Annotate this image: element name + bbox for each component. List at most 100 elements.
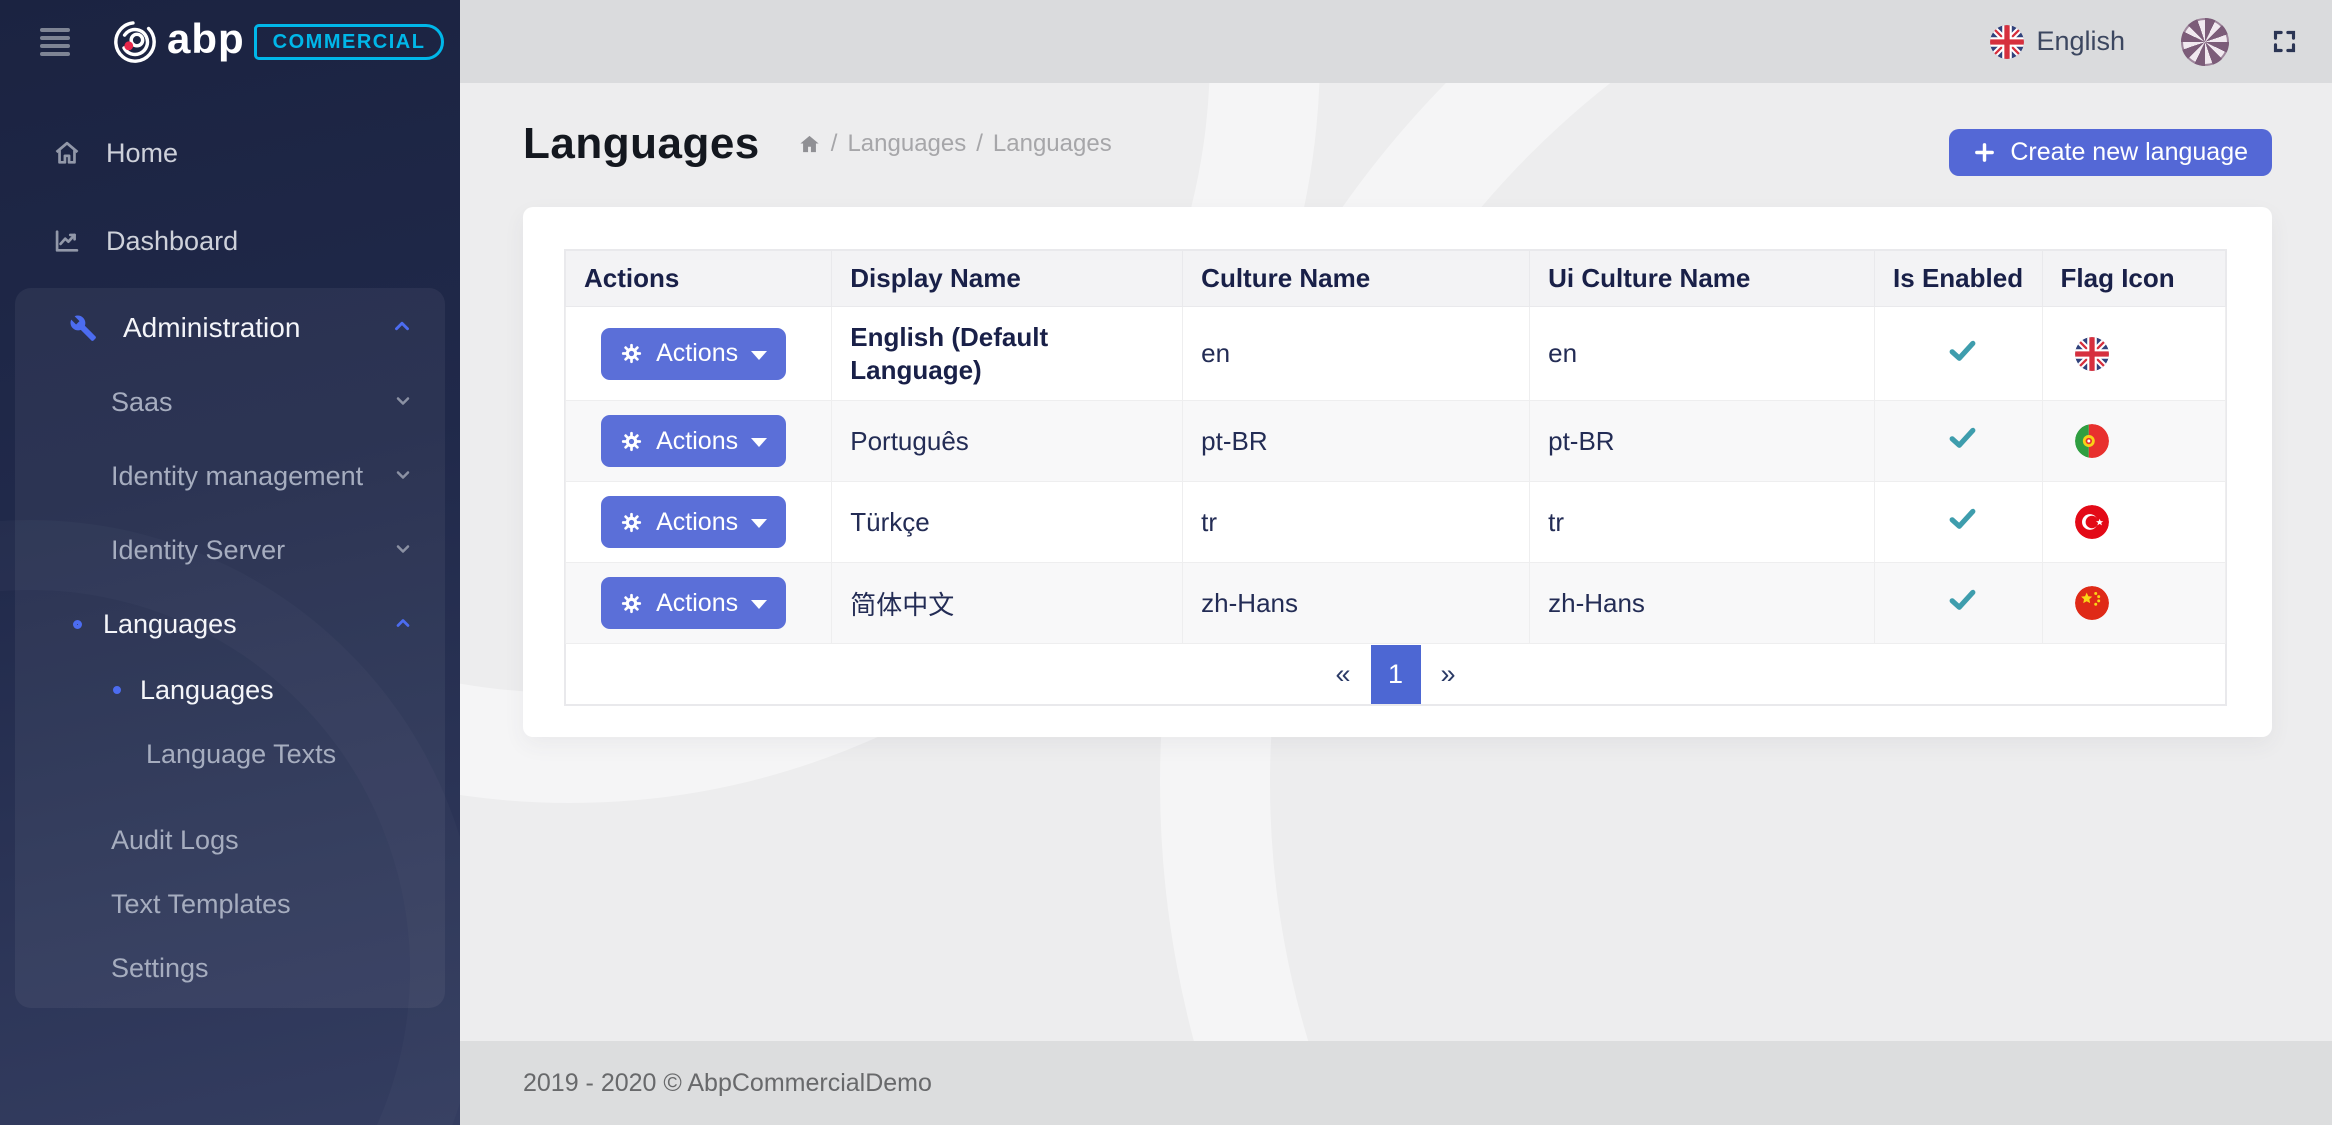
flag-turkey-icon [2074,505,2109,539]
sidebar-item-audit-logs[interactable]: Audit Logs [15,808,445,872]
table-row: Actions 简体中文 zh-Hans zh-Hans [564,562,2227,644]
sidebar-item-languages[interactable]: Languages [15,660,445,720]
actions-button[interactable]: Actions [601,577,787,629]
sidebar-item-identity-server[interactable]: Identity Server [15,518,445,582]
culture-name: tr [1182,481,1531,563]
caret-down-icon [751,350,768,360]
breadcrumb-languages[interactable]: Languages [847,130,967,157]
sidebar-item-label: Identity management [111,460,364,491]
breadcrumb-separator: / [976,130,983,157]
col-header-actions: Actions [564,250,833,307]
sidebar-item-languages-group[interactable]: Languages [15,592,445,656]
culture-name: en [1182,306,1531,401]
gear-icon [620,592,643,615]
brand-badge: COMMERCIAL [253,24,445,60]
create-button-label: Create new language [2010,138,2248,166]
footer: 2019 - 2020 © AbpCommercialDemo [460,1041,2332,1125]
culture-name: pt-BR [1182,400,1531,482]
ui-culture-name: zh-Hans [1529,562,1876,644]
sidebar-item-label: Dashboard [106,225,239,256]
display-name: Português [831,400,1184,482]
copyright-text: 2019 - 2020 © AbpCommercialDemo [523,1068,932,1097]
bullet-icon [113,686,121,694]
gear-icon [620,342,643,365]
table-row: Actions Português pt-BR pt-BR [564,400,2227,482]
actions-button-label: Actions [656,339,739,367]
home-breadcrumb-icon[interactable] [798,133,821,156]
plus-icon [1973,141,1996,164]
ui-culture-name: tr [1529,481,1876,563]
col-header-is-enabled: Is Enabled [1874,250,2043,307]
languages-table: Actions Display Name Culture Name Ui Cul… [564,249,2227,706]
hamburger-menu-icon[interactable] [40,28,70,56]
abp-logo-icon [112,19,158,65]
col-header-flag-icon: Flag Icon [2041,250,2227,307]
sidebar-item-label: Identity Server [111,534,286,565]
caret-down-icon [751,600,768,609]
actions-button[interactable]: Actions [601,327,787,380]
sidebar-item-label: Languages [140,674,274,705]
sidebar-item-settings[interactable]: Settings [15,936,445,1000]
breadcrumb-languages-page[interactable]: Languages [992,130,1112,157]
fullscreen-icon[interactable] [2271,28,2298,55]
sidebar-nav: Home Dashboard Administration [0,84,460,1008]
pagination: « 1 » [565,644,2226,705]
enabled-check-icon [1947,422,1978,453]
brand-logo[interactable]: abp COMMERCIAL [112,18,445,66]
sidebar: abp COMMERCIAL Home Dashboard [0,0,460,1125]
ui-culture-name: pt-BR [1529,400,1876,482]
col-header-culture-name: Culture Name [1182,250,1531,307]
sidebar-item-dashboard[interactable]: Dashboard [0,210,460,272]
topbar: English [460,0,2332,83]
chevron-down-icon [393,461,413,492]
pagination-page-1[interactable]: 1 [1370,644,1421,704]
sidebar-item-home[interactable]: Home [0,122,460,184]
enabled-check-icon [1947,503,1978,534]
sidebar-item-label: Administration [123,312,301,343]
caret-down-icon [751,519,768,528]
current-language-label: English [2036,26,2125,56]
sidebar-item-saas[interactable]: Saas [15,370,445,434]
gear-icon [620,430,643,453]
user-avatar[interactable] [2181,17,2229,66]
chevron-down-icon [393,387,413,418]
sidebar-item-label: Settings [111,952,209,983]
table-row: Actions Türkçe tr tr [564,481,2227,563]
sidebar-item-label: Text Templates [111,888,291,919]
create-new-language-button[interactable]: Create new language [1949,129,2272,176]
display-name: 简体中文 [831,562,1184,644]
page-title: Languages [523,119,760,168]
sidebar-logo-row: abp COMMERCIAL [0,0,460,84]
sidebar-item-label: Languages [103,608,237,639]
administration-panel: Administration Saas Identity management … [15,288,445,1008]
ui-culture-name: en [1529,306,1876,401]
actions-button[interactable]: Actions [601,415,787,467]
flag-china-icon [2074,586,2109,620]
sidebar-item-language-texts[interactable]: Language Texts [15,724,445,784]
wrench-icon [67,314,99,342]
pagination-prev[interactable]: « [1335,658,1351,689]
sidebar-item-administration[interactable]: Administration [15,296,445,360]
chevron-up-icon [391,312,413,344]
display-name: Türkçe [831,481,1184,563]
chevron-down-icon [393,535,413,566]
home-icon [52,139,82,167]
display-name: English (Default Language) [850,322,1049,385]
dashboard-icon [52,227,82,255]
language-switcher[interactable]: English [1990,24,2125,59]
main-content: Languages / Languages / Languages Create… [460,83,2332,1041]
sidebar-item-identity-management[interactable]: Identity management [15,444,445,508]
table-row: Actions English (Default Language) en en [564,306,2227,401]
breadcrumb-separator: / [830,130,838,157]
page-header: Languages / Languages / Languages Create… [523,119,2272,176]
languages-card: Actions Display Name Culture Name Ui Cul… [523,207,2272,737]
caret-down-icon [751,438,768,447]
actions-button[interactable]: Actions [601,496,787,548]
enabled-check-icon [1947,335,1978,366]
gear-icon [620,511,643,534]
pagination-next[interactable]: » [1440,658,1456,689]
chevron-up-icon [393,609,413,640]
sidebar-item-text-templates[interactable]: Text Templates [15,872,445,936]
flag-uk-icon [2074,336,2109,371]
breadcrumb: / Languages / Languages [798,130,1112,158]
